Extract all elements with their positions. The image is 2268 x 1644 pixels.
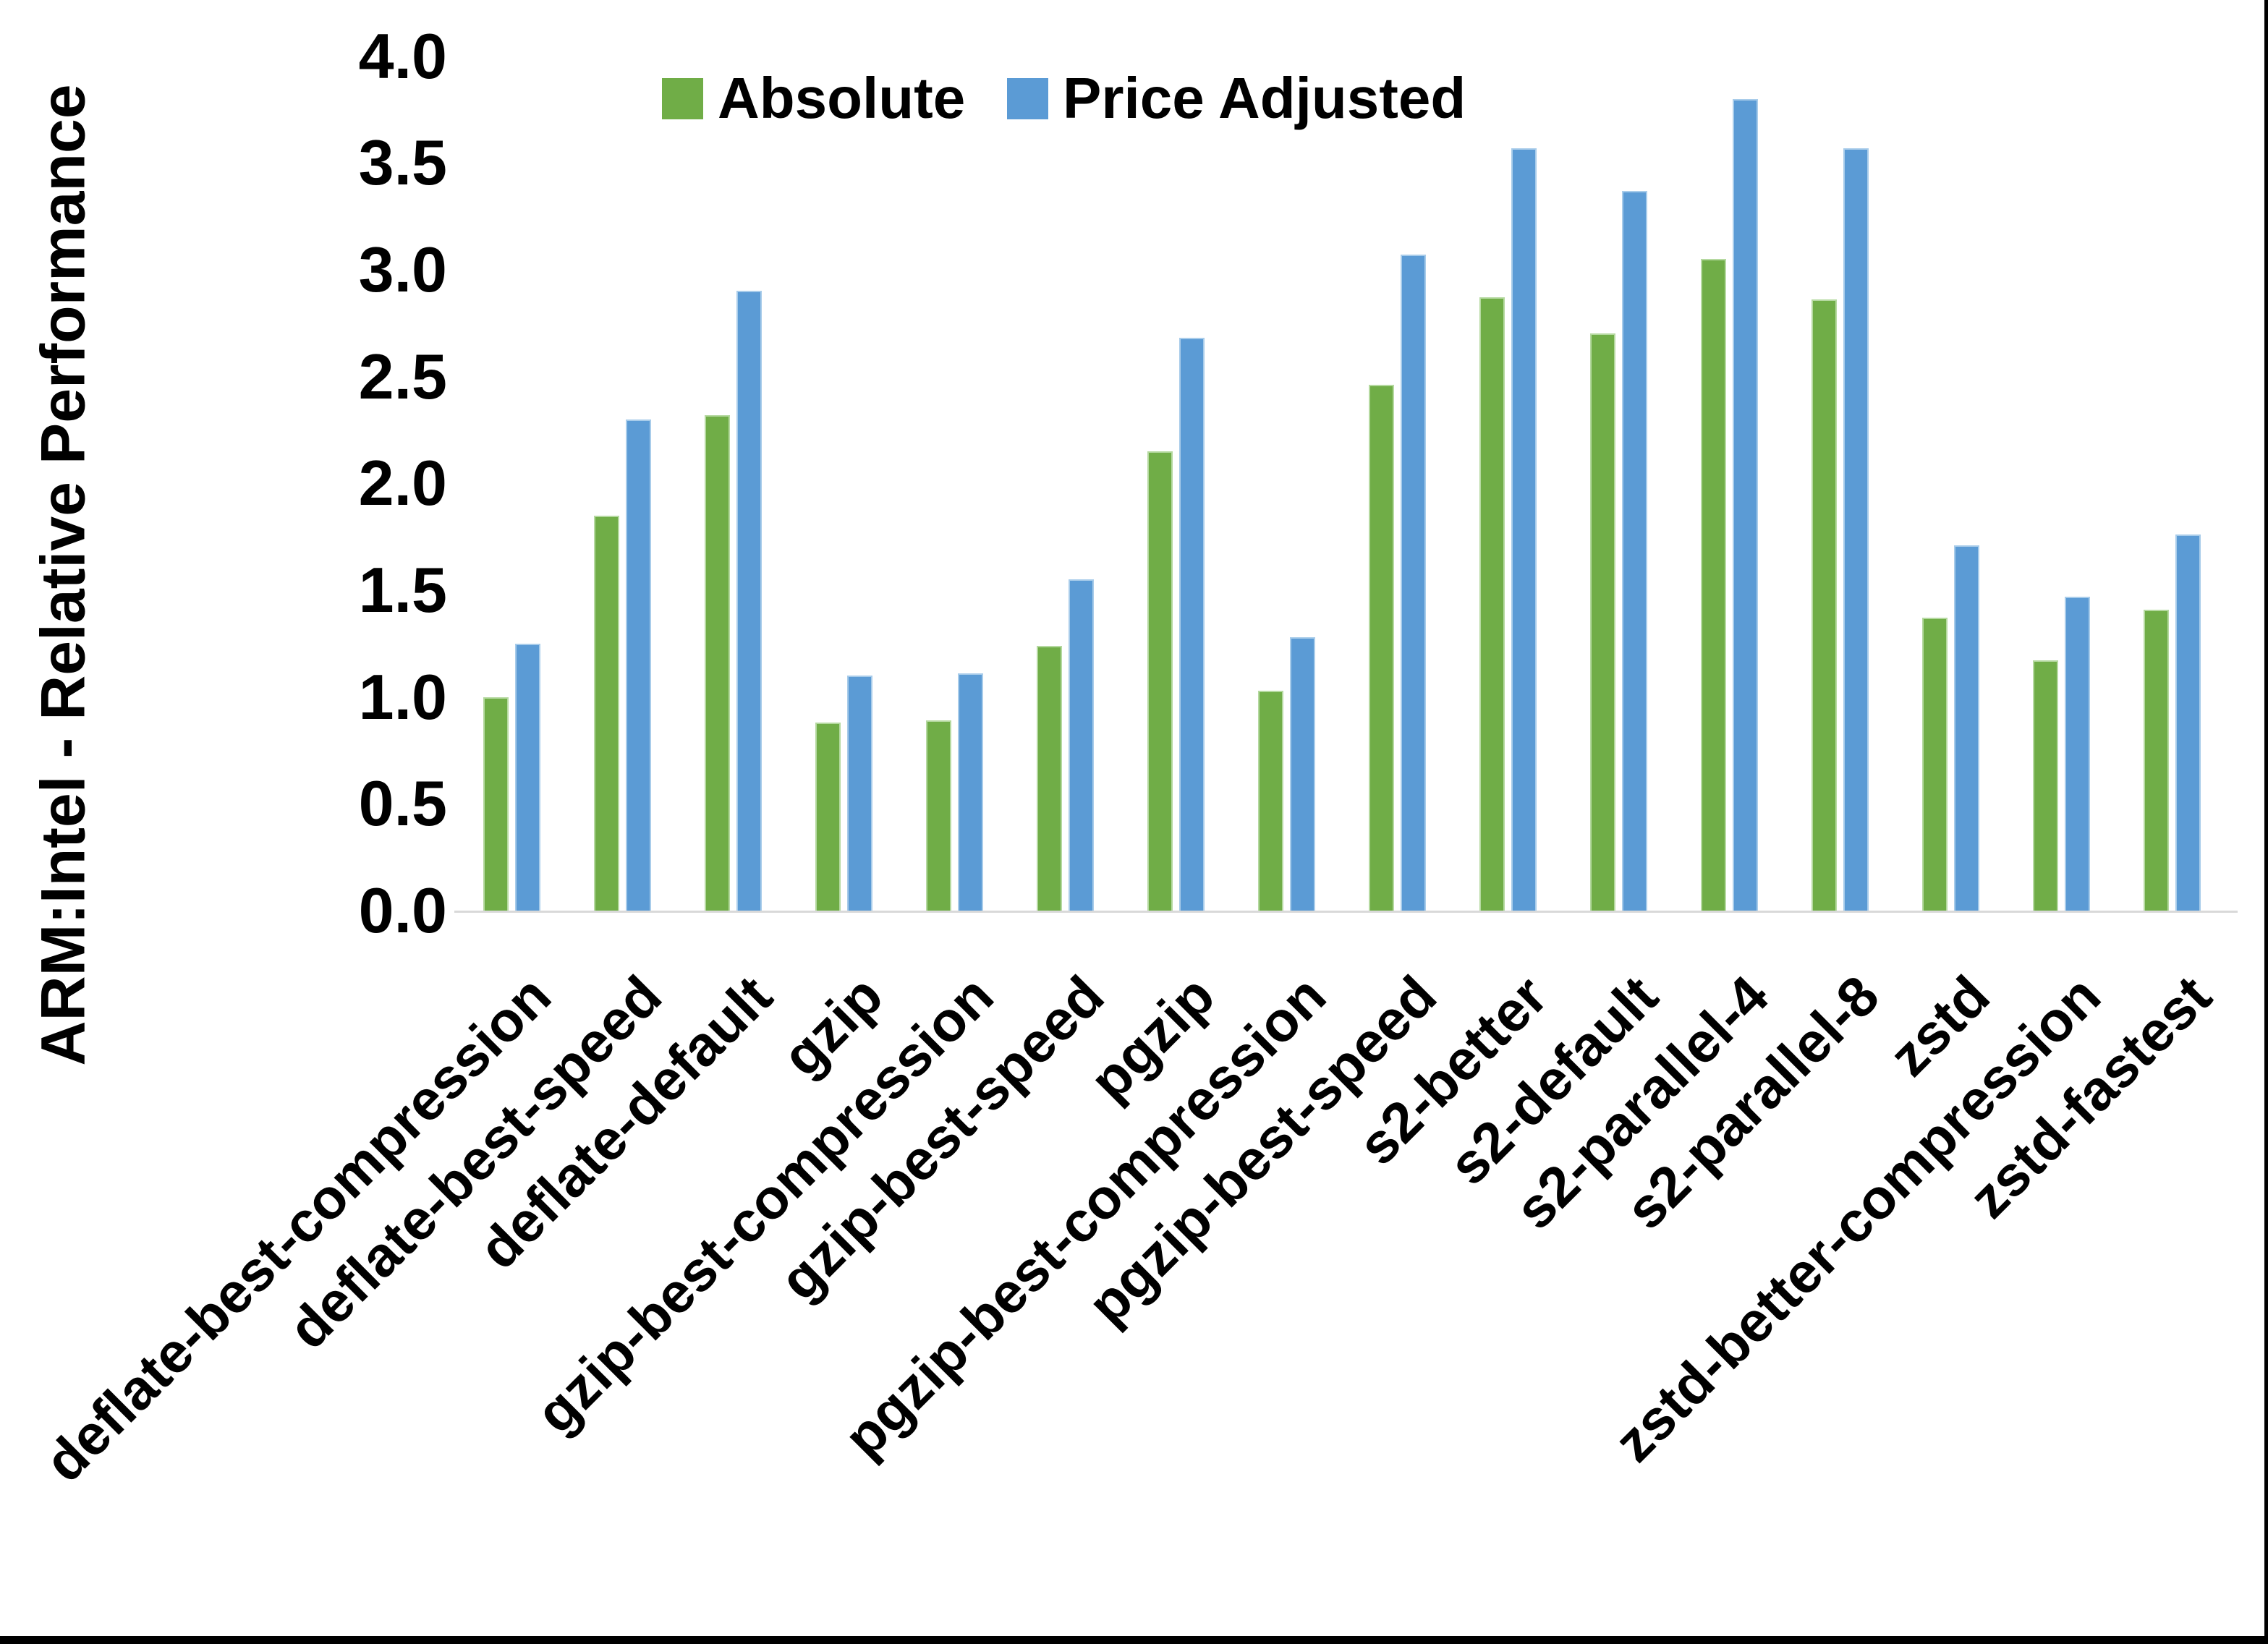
y-tick-label-3.0: 3.0	[358, 233, 447, 305]
bar-absolute-pgzip[interactable]	[1147, 451, 1173, 911]
legend-swatch-absolute	[662, 77, 703, 119]
window-border-bottom	[0, 1636, 2268, 1644]
bar-price-adjusted-s2-better[interactable]	[1511, 148, 1537, 911]
y-tick-label-2.0: 2.0	[358, 447, 447, 519]
bar-price-adjusted-deflate-default[interactable]	[736, 291, 762, 911]
bar-price-adjusted-gzip-best-compression[interactable]	[957, 673, 983, 911]
bar-price-adjusted-zstd-better-compression[interactable]	[2064, 596, 2090, 911]
y-tick-label-3.5: 3.5	[358, 127, 447, 199]
y-axis-title: ARM:Intel - Relative Performance	[28, 84, 98, 1066]
bar-absolute-zstd[interactable]	[1921, 618, 1948, 911]
bar-price-adjusted-deflate-best-compression[interactable]	[514, 643, 540, 911]
bar-price-adjusted-s2-default[interactable]	[1621, 190, 1647, 911]
y-tick-label-2.5: 2.5	[358, 340, 447, 412]
bar-price-adjusted-pgzip-best-compression[interactable]	[1289, 636, 1315, 911]
window-border-right	[2264, 0, 2268, 1644]
bar-absolute-s2-default[interactable]	[1589, 333, 1615, 911]
y-tick-label-1.5: 1.5	[358, 553, 447, 626]
x-axis-line	[454, 911, 2238, 913]
bar-absolute-zstd-fastest[interactable]	[2143, 609, 2169, 911]
bar-absolute-zstd-better-compression[interactable]	[2032, 660, 2058, 911]
bar-price-adjusted-deflate-best-speed[interactable]	[625, 419, 651, 911]
legend-item-price-adjusted[interactable]: Price Adjusted	[1007, 65, 1466, 132]
legend-label-price-adjusted: Price Adjusted	[1063, 66, 1466, 130]
bar-absolute-gzip-best-speed[interactable]	[1036, 645, 1062, 911]
bar-price-adjusted-s2-parallel-4[interactable]	[1732, 98, 1758, 911]
y-tick-label-0.5: 0.5	[358, 767, 447, 840]
bar-price-adjusted-pgzip[interactable]	[1178, 338, 1205, 911]
bar-absolute-deflate-best-compression[interactable]	[483, 697, 509, 911]
y-tick-label-4.0: 4.0	[358, 20, 447, 92]
legend-label-absolute: Absolute	[718, 66, 966, 130]
bar-price-adjusted-zstd[interactable]	[1953, 545, 1979, 911]
bar-absolute-s2-better[interactable]	[1479, 297, 1505, 911]
y-tick-label-0.0: 0.0	[358, 874, 447, 946]
bar-absolute-s2-parallel-8[interactable]	[1811, 299, 1837, 911]
bar-absolute-deflate-best-speed[interactable]	[593, 515, 619, 911]
bar-price-adjusted-s2-parallel-8[interactable]	[1843, 148, 1869, 911]
bar-price-adjusted-zstd-fastest[interactable]	[2175, 534, 2201, 911]
legend-swatch-price-adjusted	[1007, 77, 1048, 119]
bar-price-adjusted-pgzip-best-speed[interactable]	[1400, 255, 1426, 911]
bar-absolute-s2-parallel-4[interactable]	[1700, 259, 1726, 911]
bar-absolute-deflate-default[interactable]	[704, 414, 730, 911]
bar-price-adjusted-gzip-best-speed[interactable]	[1068, 579, 1094, 911]
bar-absolute-gzip-best-compression[interactable]	[925, 720, 951, 911]
bar-absolute-gzip[interactable]	[815, 723, 841, 911]
bar-absolute-pgzip-best-speed[interactable]	[1368, 385, 1394, 911]
bar-price-adjusted-gzip[interactable]	[846, 676, 872, 911]
y-tick-label-1.0: 1.0	[358, 660, 447, 733]
bar-absolute-pgzip-best-compression[interactable]	[1257, 690, 1283, 911]
legend-item-absolute[interactable]: Absolute	[662, 65, 965, 132]
